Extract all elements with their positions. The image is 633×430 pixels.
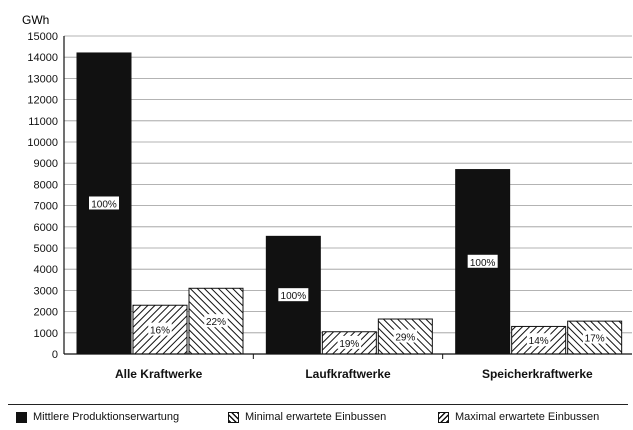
bar-value-label: 14% <box>529 336 549 347</box>
legend-item-series-2: Minimal erwartete Einbussen <box>228 411 438 423</box>
y-tick-label: 12000 <box>27 95 58 107</box>
bar-label-bg <box>393 329 418 343</box>
bar-value-label: 29% <box>395 333 415 344</box>
legend-swatch-solid <box>16 411 27 423</box>
bar-value-label: 16% <box>150 326 170 337</box>
y-tick-labels: 0 1000 2000 3000 4000 5000 6000 7000 8000 9000 100… <box>27 31 58 361</box>
y-tick-label: 14000 <box>27 52 58 64</box>
bar-label-bg <box>526 333 551 347</box>
y-tick-label: 15000 <box>27 31 58 43</box>
bar-label-bg <box>467 254 498 268</box>
y-tick-label: 6000 <box>34 222 58 234</box>
legend-swatch-hatch-back <box>438 411 449 423</box>
y-tick-label: 7000 <box>34 201 58 213</box>
y-tick-label: 10000 <box>27 137 58 149</box>
x-tick-label: Speicherkraftwerke <box>482 367 593 381</box>
y-tick-label: 5000 <box>34 243 58 255</box>
bar-label-bg <box>278 288 309 302</box>
y-axis-label: GWh <box>22 13 49 27</box>
legend-item-series-3: Maximal erwartete Einbussen <box>438 411 628 423</box>
bar-label-bg <box>204 314 228 328</box>
legend-label: Maximal erwartete Einbussen <box>455 411 600 423</box>
bar-value-labels: 100% 16% 22% 100% 19% 29% 100% 14% 17% <box>89 196 607 350</box>
x-tick-labels: Alle Kraftwerke Laufkraftwerke Speicherkra… <box>115 367 593 381</box>
y-tick-label: 8000 <box>34 179 58 191</box>
y-tick-label: 11000 <box>28 116 58 128</box>
legend-item-series-1: Mittlere Produktionserwartung <box>16 411 228 423</box>
bar-value-label: 100% <box>281 291 307 302</box>
legend-label: Minimal erwartete Einbussen <box>245 411 387 423</box>
bar-value-label: 22% <box>206 317 226 328</box>
y-tick-label: 2000 <box>34 307 58 319</box>
y-tick-label: 0 <box>52 349 58 361</box>
bar-value-label: 17% <box>585 334 605 345</box>
bar-label-bg <box>89 196 119 210</box>
y-tick-label: 4000 <box>34 264 58 276</box>
legend: Mittlere Produktionserwartung Minimal er… <box>8 404 628 429</box>
bar-label-bg <box>582 330 607 344</box>
x-tick-label: Laufkraftwerke <box>305 367 391 381</box>
bars <box>76 52 623 355</box>
y-tick-label: 9000 <box>34 158 58 170</box>
y-tick-label: 13000 <box>27 73 58 85</box>
x-tick-label: Alle Kraftwerke <box>115 367 203 381</box>
bar-label-bg <box>337 335 362 349</box>
bar-label-bg <box>148 322 172 336</box>
bar-value-label: 100% <box>91 199 117 210</box>
y-tick-label: 3000 <box>34 285 58 297</box>
y-tick-label: 1000 <box>34 328 58 340</box>
bar-value-label: 100% <box>470 258 496 269</box>
gridlines <box>64 35 632 355</box>
axes <box>63 36 632 359</box>
legend-swatch-hatch-forward <box>228 411 239 423</box>
bar-value-label: 19% <box>339 339 359 350</box>
legend-label: Mittlere Produktionserwartung <box>33 411 180 423</box>
